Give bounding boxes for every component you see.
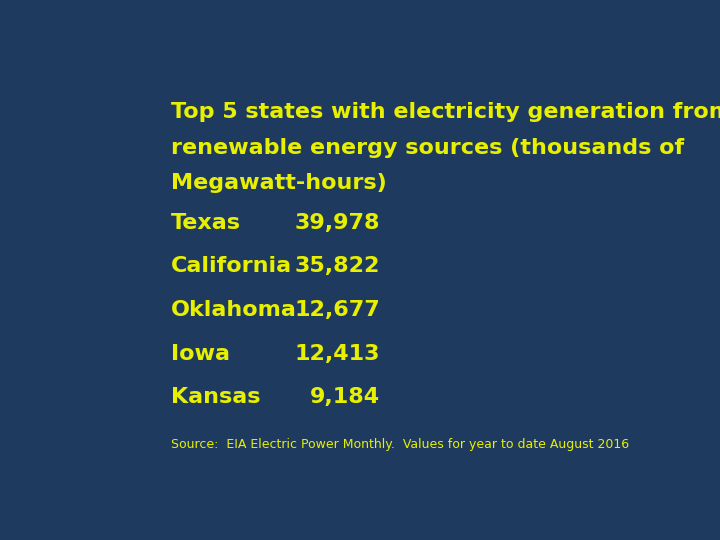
Text: Oklahoma: Oklahoma [171, 300, 297, 320]
Text: renewable energy sources (thousands of: renewable energy sources (thousands of [171, 138, 684, 158]
Text: Iowa: Iowa [171, 344, 230, 364]
Text: California: California [171, 256, 292, 276]
Text: Source:  EIA Electric Power Monthly.  Values for year to date August 2016: Source: EIA Electric Power Monthly. Valu… [171, 438, 629, 451]
Text: Megawatt-hours): Megawatt-hours) [171, 173, 387, 193]
Text: 35,822: 35,822 [294, 256, 380, 276]
Text: Top 5 states with electricity generation from: Top 5 states with electricity generation… [171, 102, 720, 122]
Text: 39,978: 39,978 [294, 213, 380, 233]
Text: 12,677: 12,677 [294, 300, 380, 320]
Text: 9,184: 9,184 [310, 387, 380, 408]
Text: 12,413: 12,413 [294, 344, 380, 364]
Text: Kansas: Kansas [171, 387, 261, 408]
Text: Texas: Texas [171, 213, 241, 233]
